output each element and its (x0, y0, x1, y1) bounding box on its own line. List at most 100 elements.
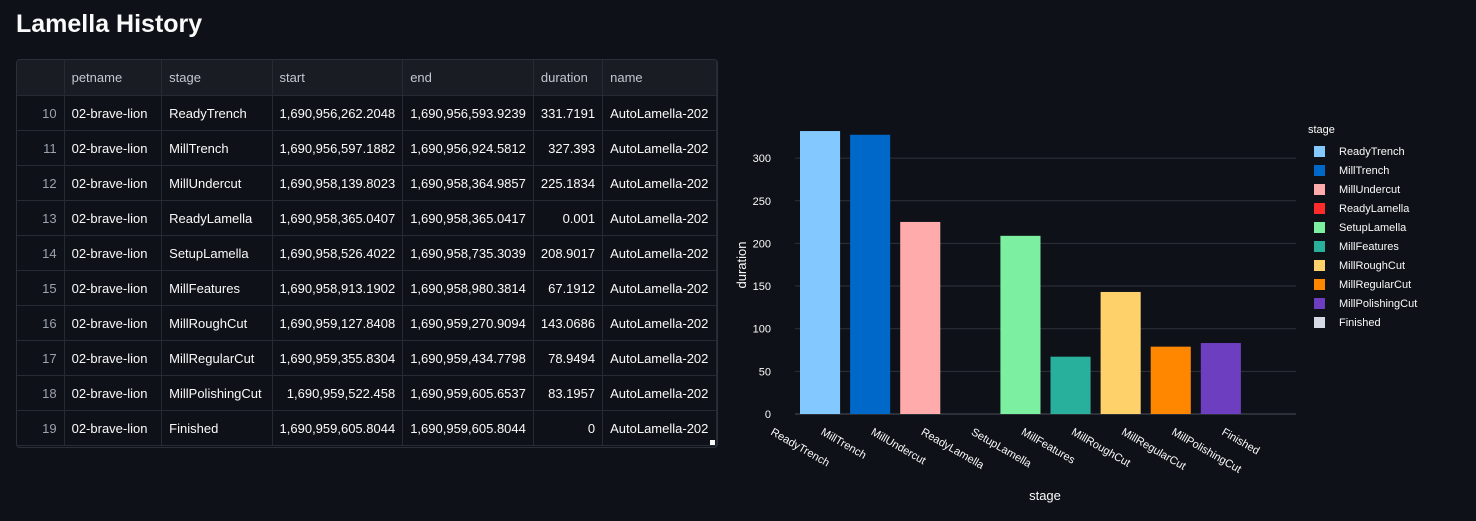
column-stage-header[interactable]: stage (161, 60, 273, 96)
table-row[interactable]: 18 02-brave-lion MillPolishingCut 1,690,959… (17, 375, 717, 411)
row-index-cell[interactable]: 15 (17, 270, 65, 306)
legend-item-millregularcut[interactable]: MillRegularCut (1308, 275, 1417, 294)
table-row[interactable]: 16 02-brave-lion MillRoughCut 1,690,959,127… (17, 305, 717, 341)
table-cell[interactable]: 1,690,959,270.9094 (402, 305, 534, 341)
bar-setuplamella[interactable] (1000, 235, 1041, 414)
table-cell[interactable]: 208.9017 (533, 235, 604, 271)
table-cell[interactable]: 02-brave-lion (64, 235, 163, 271)
table-cell[interactable]: 1,690,959,522.458 (272, 375, 404, 411)
table-cell[interactable]: 78.9494 (533, 340, 604, 376)
table-cell[interactable]: AutoLamella-202 (602, 375, 717, 411)
table-row[interactable]: 15 02-brave-lion MillFeatures 1,690,958,913… (17, 270, 717, 306)
table-cell[interactable]: 02-brave-lion (64, 130, 163, 166)
table-cell[interactable]: 1,690,956,262.2048 (272, 95, 404, 131)
legend-item-millroughcut[interactable]: MillRoughCut (1308, 256, 1417, 275)
legend-item-millundercut[interactable]: MillUndercut (1308, 180, 1417, 199)
table-cell[interactable]: AutoLamella-202 (602, 410, 717, 446)
table-cell[interactable]: 1,690,958,735.3039 (402, 235, 534, 271)
table-cell[interactable]: 1,690,956,924.5812 (402, 130, 534, 166)
table-cell[interactable]: MillRoughCut (161, 305, 273, 341)
table-row[interactable]: 13 02-brave-lion ReadyLamella 1,690,958,365… (17, 200, 717, 236)
table-cell[interactable]: 02-brave-lion (64, 165, 163, 201)
table-cell[interactable]: AutoLamella-202 (602, 305, 717, 341)
table-cell[interactable]: 1,690,959,434.7798 (402, 340, 534, 376)
row-index-cell[interactable]: 11 (17, 130, 65, 166)
table-cell[interactable]: 1,690,956,593.9239 (402, 95, 534, 131)
table-cell[interactable]: 143.0686 (533, 305, 604, 341)
table-cell[interactable]: AutoLamella-202 (602, 235, 717, 271)
table-cell[interactable]: AutoLamella-202 (602, 165, 717, 201)
table-row[interactable]: 10 02-brave-lion ReadyTrench 1,690,956,262.… (17, 95, 717, 131)
legend-item-finished[interactable]: Finished (1308, 313, 1417, 332)
legend-item-readytrench[interactable]: ReadyTrench (1308, 142, 1417, 161)
table-cell[interactable]: 225.1834 (533, 165, 604, 201)
bar-millroughcut[interactable] (1100, 291, 1141, 414)
table-cell[interactable]: 02-brave-lion (64, 305, 163, 341)
table-cell[interactable]: 1,690,958,365.0417 (402, 200, 534, 236)
table-cell[interactable]: 1,690,959,127.8408 (272, 305, 404, 341)
table-cell[interactable]: 02-brave-lion (64, 200, 163, 236)
bar-millpolishingcut[interactable] (1200, 343, 1241, 414)
table-cell[interactable]: 1,690,958,913.1902 (272, 270, 404, 306)
table-row[interactable]: 14 02-brave-lion SetupLamella 1,690,958,526… (17, 235, 717, 271)
bar-milltrench[interactable] (850, 134, 891, 414)
column-petname-header[interactable]: petname (64, 60, 163, 96)
table-cell[interactable]: 1,690,958,526.4022 (272, 235, 404, 271)
column-duration-header[interactable]: duration (533, 60, 604, 96)
row-index-cell[interactable]: 13 (17, 200, 65, 236)
table-cell[interactable]: AutoLamella-202 (602, 95, 717, 131)
table-row[interactable]: 11 02-brave-lion MillTrench 1,690,956,597.1… (17, 130, 717, 166)
table-cell[interactable]: 02-brave-lion (64, 375, 163, 411)
table-cell[interactable]: 1,690,959,605.6537 (402, 375, 534, 411)
table-cell[interactable]: 1,690,956,597.1882 (272, 130, 404, 166)
table-cell[interactable]: Finished (161, 410, 273, 446)
table-row[interactable]: 19 02-brave-lion Finished 1,690,959,605.804… (17, 410, 717, 446)
table-cell[interactable]: 1,690,958,364.9857 (402, 165, 534, 201)
bar-millundercut[interactable] (900, 221, 941, 414)
table-row[interactable]: 12 02-brave-lion MillUndercut 1,690,958,139… (17, 165, 717, 201)
table-cell[interactable]: 1,690,959,605.8044 (402, 410, 534, 446)
table-cell[interactable]: 1,690,958,139.8023 (272, 165, 404, 201)
bar-millregularcut[interactable] (1150, 346, 1191, 414)
column-start-header[interactable]: start (272, 60, 404, 96)
row-index-cell[interactable]: 16 (17, 305, 65, 341)
column-end-header[interactable]: end (402, 60, 534, 96)
history-table[interactable]: petname stage start end duration name 10 02-br… (16, 59, 718, 448)
table-cell[interactable]: 0 (533, 410, 604, 446)
table-cell[interactable]: 02-brave-lion (64, 270, 163, 306)
table-cell[interactable]: MillRegularCut (161, 340, 273, 376)
table-cell[interactable]: 1,690,958,980.3814 (402, 270, 534, 306)
table-cell[interactable]: MillFeatures (161, 270, 273, 306)
legend-item-readylamella[interactable]: ReadyLamella (1308, 199, 1417, 218)
table-cell[interactable]: MillUndercut (161, 165, 273, 201)
table-cell[interactable]: 1,690,959,605.8044 (272, 410, 404, 446)
table-cell[interactable]: 02-brave-lion (64, 340, 163, 376)
table-cell[interactable]: 67.1912 (533, 270, 604, 306)
table-cell[interactable]: 02-brave-lion (64, 410, 163, 446)
table-cell[interactable]: AutoLamella-202 (602, 340, 717, 376)
row-index-cell[interactable]: 19 (17, 410, 65, 446)
row-index-cell[interactable]: 18 (17, 375, 65, 411)
table-cell[interactable]: AutoLamella-202 (602, 270, 717, 306)
table-cell[interactable]: 83.1957 (533, 375, 604, 411)
table-cell[interactable]: ReadyLamella (161, 200, 273, 236)
row-index-cell[interactable]: 14 (17, 235, 65, 271)
row-index-cell[interactable]: 10 (17, 95, 65, 131)
legend-item-milltrench[interactable]: MillTrench (1308, 161, 1417, 180)
row-index-cell[interactable]: 12 (17, 165, 65, 201)
legend-item-millpolishingcut[interactable]: MillPolishingCut (1308, 294, 1417, 313)
table-cell[interactable]: 331.7191 (533, 95, 604, 131)
column-name-header[interactable]: name (602, 60, 717, 96)
table-cell[interactable]: 1,690,959,355.8304 (272, 340, 404, 376)
table-cell[interactable]: AutoLamella-202 (602, 200, 717, 236)
bar-readytrench[interactable] (800, 131, 841, 415)
table-cell[interactable]: 327.393 (533, 130, 604, 166)
table-cell[interactable]: 0.001 (533, 200, 604, 236)
table-cell[interactable]: 02-brave-lion (64, 95, 163, 131)
table-cell[interactable]: ReadyTrench (161, 95, 273, 131)
row-index-cell[interactable]: 17 (17, 340, 65, 376)
table-resize-handle[interactable] (710, 440, 715, 445)
table-cell[interactable]: MillTrench (161, 130, 273, 166)
legend-item-setuplamella[interactable]: SetupLamella (1308, 218, 1417, 237)
table-cell[interactable]: 1,690,958,365.0407 (272, 200, 404, 236)
